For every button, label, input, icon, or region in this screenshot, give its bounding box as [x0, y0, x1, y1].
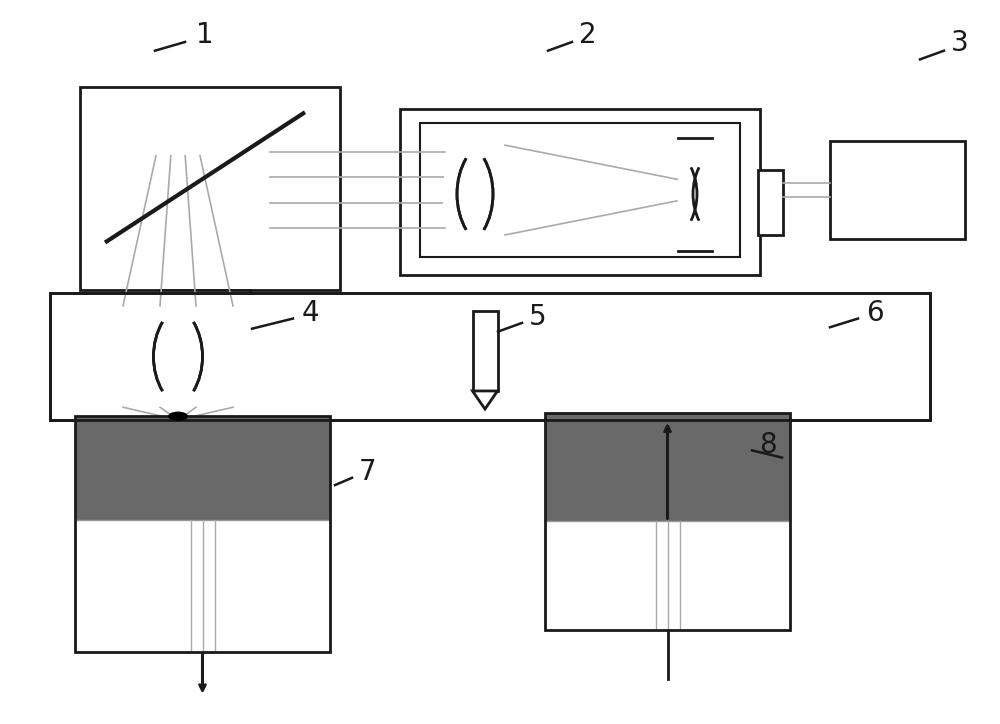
Text: 2: 2	[579, 21, 597, 49]
Ellipse shape	[442, 138, 508, 251]
Polygon shape	[473, 391, 498, 409]
Bar	[75, 416, 330, 520]
Text: 4: 4	[301, 299, 319, 327]
Text: 5: 5	[529, 303, 547, 331]
Ellipse shape	[168, 411, 188, 421]
Bar	[545, 413, 790, 521]
Bar	[80, 87, 340, 290]
Text: 3: 3	[951, 30, 969, 57]
Bar	[50, 293, 930, 420]
Bar	[473, 311, 498, 391]
Bar	[545, 413, 790, 630]
Ellipse shape	[678, 138, 712, 251]
Bar	[830, 141, 965, 239]
Bar	[420, 123, 740, 257]
Bar	[75, 416, 330, 652]
Ellipse shape	[143, 300, 213, 413]
Text: 1: 1	[196, 21, 214, 49]
Bar	[758, 170, 783, 235]
Bar	[160, 290, 250, 405]
Bar	[75, 520, 330, 652]
Bar	[400, 109, 760, 275]
Text: 8: 8	[759, 432, 777, 459]
Bar	[50, 293, 930, 420]
Bar	[545, 521, 790, 630]
Text: 6: 6	[866, 299, 884, 327]
Text: 7: 7	[359, 458, 377, 486]
